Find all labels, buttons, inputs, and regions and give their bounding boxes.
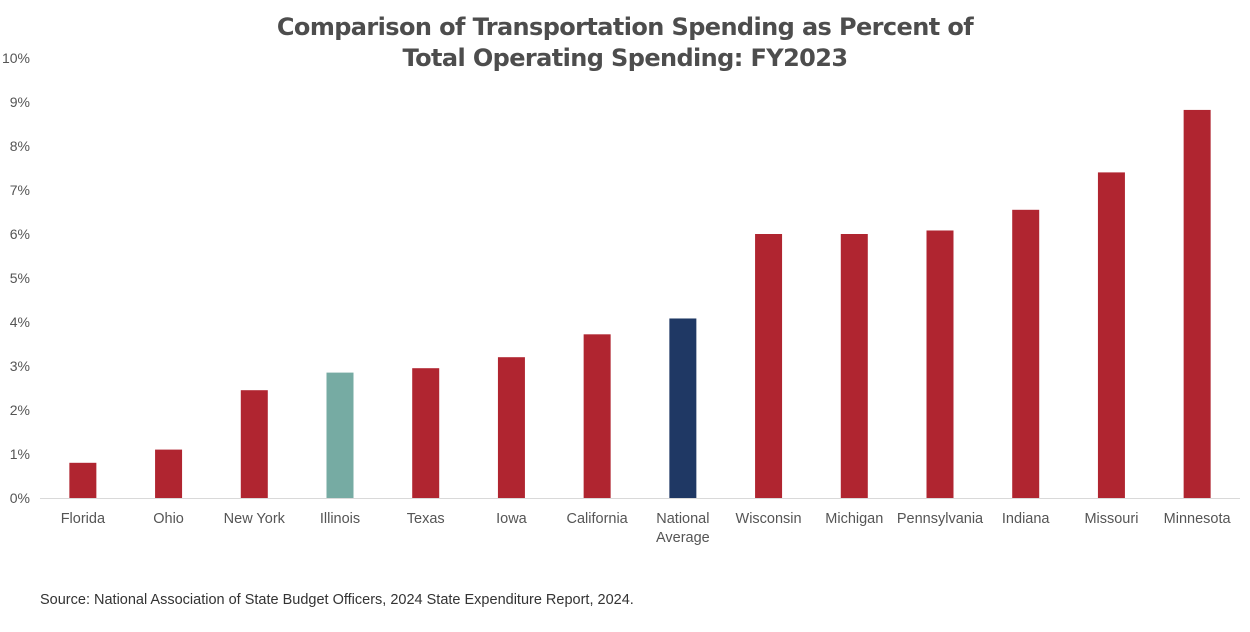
bar-missouri (1097, 172, 1125, 498)
bar-texas (412, 368, 440, 498)
bar-pennsylvania (926, 230, 954, 499)
x-tick-label-illinois: Illinois (320, 511, 360, 527)
y-axis-tick-labels: 0% 1% 2% 3% 4% 5% 6% 7% 8% 9% 10% (2, 50, 30, 506)
source-note: Source: National Association of State Bu… (40, 592, 634, 608)
x-tick-label-minnesota: Minnesota (1164, 511, 1232, 527)
x-tick-label-new-york: New York (224, 511, 286, 527)
x-tick-label-michigan: Michigan (825, 511, 883, 527)
x-tick-label-indiana: Indiana (1002, 511, 1051, 527)
chart-title: Comparison of Transportation Spending as… (277, 13, 975, 72)
bar-illinois (326, 372, 354, 498)
bar-michigan (840, 234, 868, 498)
x-tick-label-ohio: Ohio (153, 511, 184, 527)
y-tick-label: 0% (10, 490, 30, 506)
bar-national-average (669, 318, 697, 498)
bar-florida (69, 462, 97, 498)
x-tick-label-wisconsin: Wisconsin (736, 511, 802, 527)
y-tick-label: 5% (10, 270, 30, 286)
y-tick-label: 1% (10, 446, 30, 462)
y-tick-label: 9% (10, 94, 30, 110)
y-tick-label: 2% (10, 402, 30, 418)
x-tick-label-national-average: National Average (656, 511, 710, 546)
x-tick-label-pennsylvania: Pennsylvania (897, 511, 984, 527)
bar-iowa (497, 357, 525, 498)
y-tick-label: 8% (10, 138, 30, 154)
y-tick-label: 10% (2, 50, 30, 66)
bar-california (583, 334, 611, 498)
y-tick-label: 6% (10, 226, 30, 242)
bars (69, 109, 1211, 499)
x-axis-tick-labels: Florida Ohio New York Illinois Texas Iowa Cali… (61, 511, 1232, 546)
x-tick-label-california: California (567, 511, 629, 527)
y-tick-label: 3% (10, 358, 30, 374)
bar-ohio (155, 449, 183, 498)
x-tick-label-florida: Florida (61, 511, 106, 527)
x-tick-label-iowa: Iowa (496, 511, 528, 527)
bar-wisconsin (755, 234, 783, 498)
y-tick-label: 4% (10, 314, 30, 330)
x-tick-label-missouri: Missouri (1084, 511, 1138, 527)
chart-title-line-1: Comparison of Transportation Spending as… (277, 13, 974, 41)
bar-indiana (1012, 209, 1040, 499)
y-tick-label: 7% (10, 182, 30, 198)
bar-minnesota (1183, 109, 1211, 499)
chart-title-line-2: Total Operating Spending: FY2023 (403, 44, 848, 72)
bar-new-york (240, 390, 268, 498)
x-tick-label-texas: Texas (407, 511, 445, 527)
